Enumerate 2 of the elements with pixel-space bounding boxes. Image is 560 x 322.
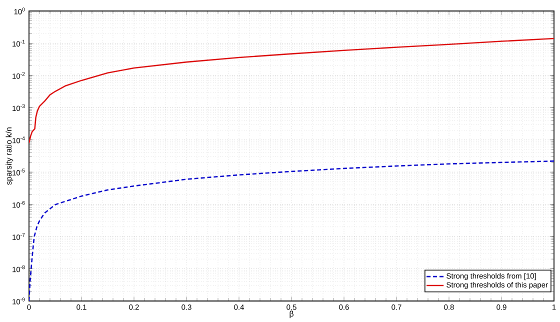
line-series [29, 160, 554, 302]
line-series [29, 38, 554, 144]
